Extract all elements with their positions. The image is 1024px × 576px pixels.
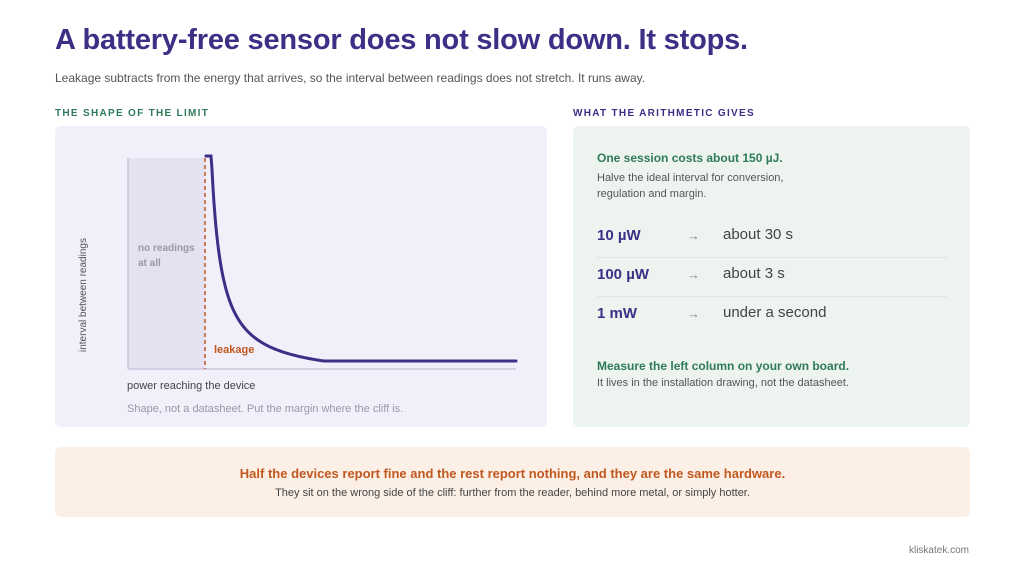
page-title: A battery-free sensor does not slow down…: [55, 24, 748, 56]
table-row: 100 µW → about 3 s: [597, 258, 947, 297]
session-cost-note: Halve the ideal interval for conversion,…: [597, 170, 897, 202]
interval-value: about 3 s: [723, 265, 785, 282]
session-cost-note-line2: regulation and margin.: [597, 188, 707, 200]
interval-curve: [204, 154, 518, 363]
arrow-icon: →: [687, 306, 700, 321]
dead-zone-region: [128, 158, 205, 369]
diagram-caption: Shape, not a datasheet. Put the margin w…: [127, 403, 404, 415]
measure-note: It lives in the installation drawing, no…: [597, 377, 849, 389]
left-section-label: THE SHAPE OF THE LIMIT: [55, 108, 210, 119]
arrow-icon: →: [687, 228, 700, 243]
arithmetic-panel: One session costs about 150 µJ. Halve th…: [573, 126, 970, 427]
measure-heading: Measure the left column on your own boar…: [597, 359, 850, 373]
power-value: 1 mW: [597, 305, 638, 322]
power-value: 10 µW: [597, 227, 641, 244]
session-cost-heading: One session costs about 150 µJ.: [597, 151, 783, 165]
x-axis-label: power reaching the device: [127, 380, 255, 392]
dead-zone-label-line1: no readings: [138, 243, 195, 254]
power-interval-table: 10 µW → about 30 s 100 µW → about 3 s 1 …: [597, 219, 947, 335]
interval-value: about 30 s: [723, 226, 794, 243]
banner-body: They sit on the wrong side of the cliff:…: [275, 487, 750, 499]
y-axis-label: interval between readings: [78, 238, 89, 352]
conclusion-banner: Half the devices report fine and the res…: [55, 447, 970, 517]
limit-diagram-panel: no readings at all leakage interval betw…: [55, 126, 547, 427]
interval-value: under a second: [723, 304, 827, 321]
power-value: 100 µW: [597, 266, 649, 283]
table-row: 10 µW → about 30 s: [597, 219, 947, 258]
footer-brand: kliskatek.com: [908, 545, 969, 556]
banner-heading: Half the devices report fine and the res…: [239, 466, 786, 481]
page-subtitle: Leakage subtracts from the energy that a…: [55, 71, 646, 85]
leakage-label: leakage: [214, 344, 254, 356]
session-cost-note-line1: Halve the ideal interval for conversion,: [597, 172, 784, 184]
limit-diagram: no readings at all leakage interval betw…: [78, 154, 518, 392]
right-section-label: WHAT THE ARITHMETIC GIVES: [573, 108, 755, 119]
table-row: 1 mW → under a second: [597, 297, 947, 335]
arrow-icon: →: [687, 267, 700, 282]
dead-zone-label-line2: at all: [138, 258, 161, 269]
